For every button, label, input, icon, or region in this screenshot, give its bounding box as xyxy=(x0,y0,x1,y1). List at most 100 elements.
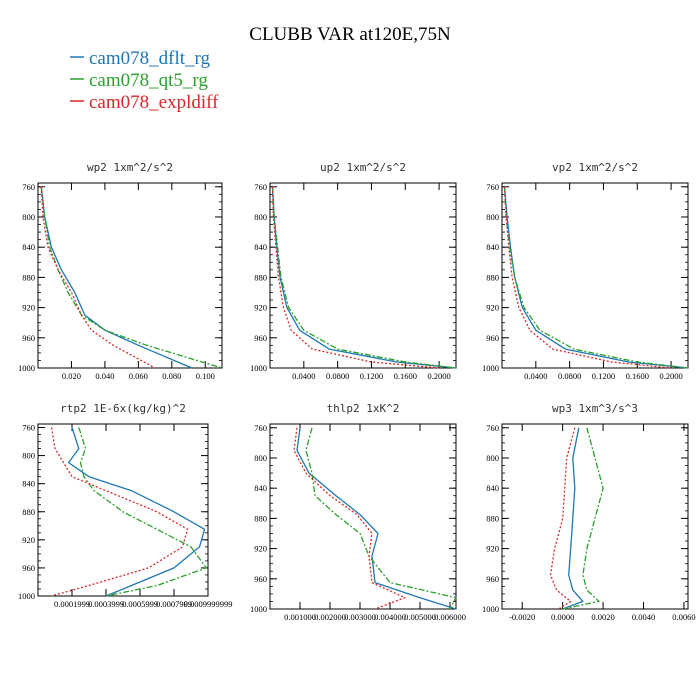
y-tick-label: 1000 xyxy=(482,363,499,373)
y-tick-label: 760 xyxy=(22,423,35,433)
legend-label: cam078_qt5_rg xyxy=(89,70,208,91)
y-tick-label: 960 xyxy=(22,333,35,343)
series-line-cam078_expldiff xyxy=(503,186,672,369)
series-line-cam078_dflt_rg xyxy=(67,427,206,597)
panel-title: rtp2 1E-6x(kg/kg)^2 xyxy=(60,402,186,415)
figure-title: CLUBB VAR at120E,75N xyxy=(249,24,451,45)
panel-title: wp2 1xm^2/s^2 xyxy=(87,161,173,174)
chart-panel: up2 1xm^2/s^2 760 800 840 880 920 960 1000 0.040… xyxy=(250,161,457,381)
series-line-cam078_expldiff xyxy=(271,186,440,369)
series-line-cam078_dflt_rg xyxy=(271,186,457,369)
y-tick-label: 760 xyxy=(22,182,35,192)
y-tick-label: 760 xyxy=(254,182,267,192)
x-tick-label: 0.1600 xyxy=(626,371,649,381)
y-tick-label: 880 xyxy=(254,272,267,282)
y-tick-label: 880 xyxy=(22,272,35,282)
series-line-cam078_dflt_rg xyxy=(40,186,193,369)
y-tick-label: 800 xyxy=(22,212,35,222)
series-line-cam078_expldiff xyxy=(293,427,406,610)
x-tick-label: 0.0800 xyxy=(326,371,349,381)
legend-item: cam078_dflt_rg xyxy=(70,48,211,69)
chart-panel: rtp2 1E-6x(kg/kg)^2 760 800 840 880 920 960 100… xyxy=(18,402,232,609)
y-tick-label: 920 xyxy=(486,544,499,554)
x-tick-label: 0.020 xyxy=(62,371,81,381)
panel-title: wp3 1xm^3/s^3 xyxy=(552,402,638,415)
y-tick-label: 760 xyxy=(486,182,499,192)
y-tick-label: 800 xyxy=(254,212,267,222)
series-line-cam078_qt5_rg xyxy=(271,186,457,369)
y-tick-label: 920 xyxy=(22,303,35,313)
y-tick-label: 880 xyxy=(486,272,499,282)
series-line-cam078_expldiff xyxy=(549,427,576,610)
y-tick-label: 920 xyxy=(486,303,499,313)
legend-label: cam078_dflt_rg xyxy=(89,48,211,69)
series-line-cam078_qt5_rg xyxy=(40,186,223,369)
y-tick-label: 960 xyxy=(486,333,499,343)
y-tick-label: 1000 xyxy=(18,363,35,373)
legend: cam078_dflt_rg cam078_qt5_rg cam078_expl… xyxy=(70,48,219,113)
y-tick-label: 920 xyxy=(254,544,267,554)
y-tick-label: 840 xyxy=(22,242,35,252)
y-tick-label: 1000 xyxy=(250,604,267,614)
series-line-cam078_qt5_rg xyxy=(78,427,207,597)
y-tick-label: 760 xyxy=(254,423,267,433)
y-tick-label: 1000 xyxy=(18,591,35,601)
x-tick-label: 0.0003999 xyxy=(88,599,124,609)
series-line-cam078_dflt_rg xyxy=(296,427,457,610)
series-line-cam078_expldiff xyxy=(50,427,189,597)
y-tick-label: 1000 xyxy=(482,604,499,614)
y-tick-label: 840 xyxy=(486,483,499,493)
legend-label: cam078_expldiff xyxy=(89,92,219,113)
x-tick-label: 0.004000 xyxy=(374,612,406,622)
plot-frame xyxy=(37,182,223,369)
plot-frame xyxy=(269,182,457,369)
y-tick-label: 800 xyxy=(254,453,267,463)
y-tick-label: 920 xyxy=(254,303,267,313)
series-line-cam078_qt5_rg xyxy=(503,186,689,369)
series-line-cam078_dflt_rg xyxy=(503,186,689,369)
plot-frame xyxy=(269,423,457,610)
x-tick-label: 0.100 xyxy=(196,371,215,381)
y-tick-label: 800 xyxy=(22,451,35,461)
series-line-cam078_qt5_rg xyxy=(305,427,457,610)
x-tick-label: 0.060 xyxy=(129,371,148,381)
y-tick-label: 920 xyxy=(22,535,35,545)
series-line-cam078_dflt_rg xyxy=(562,427,584,610)
series-line-cam078_qt5_rg xyxy=(562,427,604,610)
x-tick-label: 0.006000 xyxy=(434,612,466,622)
chart-panel: vp2 1xm^2/s^2 760 800 840 880 920 960 1000 0.040… xyxy=(482,161,689,381)
chart-panel: wp2 1xm^2/s^2 760 800 840 880 920 960 1000 0.020… xyxy=(18,161,223,381)
legend-item: cam078_qt5_rg xyxy=(70,70,208,91)
y-tick-label: 840 xyxy=(22,479,35,489)
x-tick-label: 0.002000 xyxy=(314,612,346,622)
plot-frame xyxy=(37,423,209,597)
x-tick-label: 0.1200 xyxy=(592,371,615,381)
x-tick-label: 0.1600 xyxy=(394,371,417,381)
x-tick-label: 0.1200 xyxy=(360,371,383,381)
x-tick-label: 0.0400 xyxy=(524,371,547,381)
x-tick-label: 0.0005999 xyxy=(122,599,158,609)
panel-title: thlp2 1xK^2 xyxy=(327,402,400,415)
y-tick-label: 960 xyxy=(254,574,267,584)
x-tick-label: 0.005000 xyxy=(404,612,436,622)
x-tick-label: 0.0007999 xyxy=(156,599,192,609)
x-tick-label: 0.0000 xyxy=(551,612,574,622)
legend-item: cam078_expldiff xyxy=(70,92,219,113)
y-tick-label: 800 xyxy=(486,453,499,463)
panel-title: vp2 1xm^2/s^2 xyxy=(552,161,638,174)
chart-panel: thlp2 1xK^2 760 800 840 880 920 960 1000 0.00100… xyxy=(250,402,466,622)
x-tick-label: -0.0020 xyxy=(509,612,535,622)
y-tick-label: 760 xyxy=(486,423,499,433)
y-tick-label: 960 xyxy=(486,574,499,584)
series-line-cam078_expldiff xyxy=(40,186,156,369)
x-tick-label: 0.0400 xyxy=(292,371,315,381)
y-tick-label: 840 xyxy=(254,242,267,252)
x-tick-label: 0.080 xyxy=(162,371,181,381)
plot-frame xyxy=(501,423,689,610)
y-tick-label: 840 xyxy=(254,483,267,493)
y-tick-label: 880 xyxy=(254,513,267,523)
x-tick-label: 0.2000 xyxy=(659,371,682,381)
y-tick-label: 840 xyxy=(486,242,499,252)
y-tick-label: 960 xyxy=(254,333,267,343)
y-tick-label: 800 xyxy=(486,212,499,222)
